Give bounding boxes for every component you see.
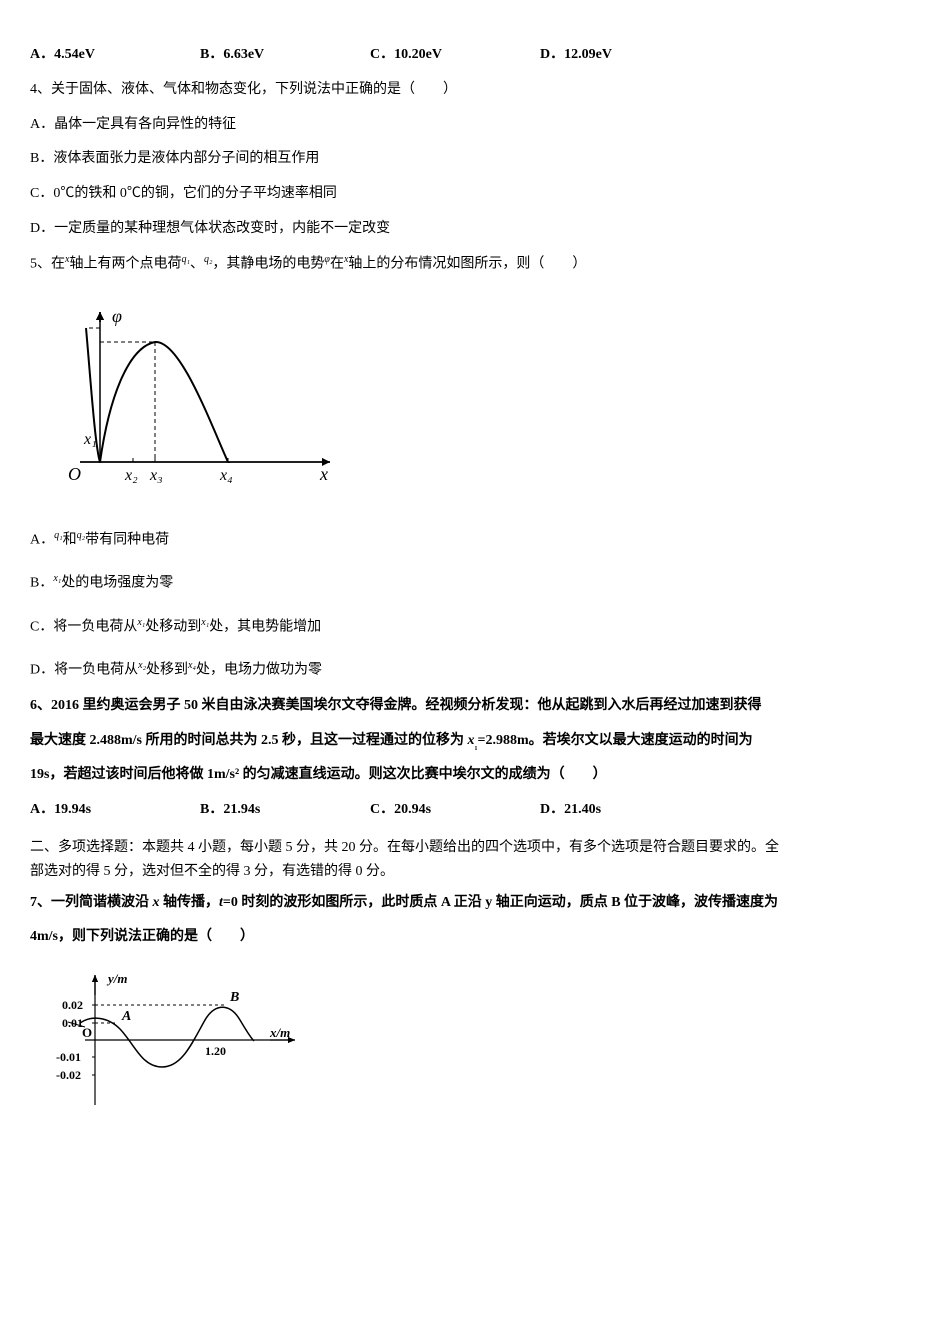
phi-label: φ (112, 306, 122, 326)
q6-l2d: =2.988m。若埃尔文以最大速度运动的时间为 (478, 733, 753, 748)
q5-stem-c: 、 (190, 256, 204, 271)
q6-line2: 最大速度 2.488m/s 所用的时间总共为 2.5 秒，且这一过程通过的位移为… (30, 726, 920, 757)
q4-opt-b: B．液体表面张力是液体内部分子间的相互作用 (30, 144, 920, 175)
q5d-mid: 处移到 (146, 663, 188, 678)
q4-opt-d: D．一定质量的某种理想气体状态改变时，内能不一定改变 (30, 214, 920, 245)
q6-l2b: x (468, 733, 475, 748)
O-label: O (82, 1025, 92, 1040)
q7: 7、一列简谐横波沿 x 轴传播，t=0 时刻的波形如图所示，此时质点 A 正沿 … (30, 888, 920, 1128)
q5-q1sym: q₁ (181, 254, 189, 265)
q3-opt-a: A．4.54eV (30, 40, 200, 71)
mask2 (80, 322, 340, 472)
q7-stem: 7、一列简谐横波沿 x 轴传播，t=0 时刻的波形如图所示，此时质点 A 正沿 … (30, 888, 920, 919)
tn001: -0.01 (56, 1050, 81, 1064)
q7se: =0 时刻的波形如图所示，此时质点 A 正沿 y 轴正向运动，质点 B 位于波峰… (223, 895, 778, 910)
q4: 4、关于固体、液体、气体和物态变化，下列说法中正确的是（ ） A．晶体一定具有各… (30, 75, 920, 245)
q5-svg: φ O x₁ x₂ x₃ x₄ x (30, 292, 350, 492)
q3-opt-b: B．6.63eV (200, 40, 370, 71)
q6-opt-c: C．20.94s (370, 795, 540, 826)
q7sa: 7、一列简谐横波沿 (30, 895, 153, 910)
q5d-x4: x₄ (188, 660, 196, 671)
ylabel: y/m (106, 971, 128, 986)
q6-line3: 19s，若超过该时间后他将做 1m/s² 的匀减速直线运动。则这次比赛中埃尔文的… (30, 760, 920, 791)
x3-label: x₃ (149, 467, 163, 484)
q4-opt-a: A．晶体一定具有各向异性的特征 (30, 110, 920, 141)
q5-figure: φ O x₁ x₂ x₃ x₄ x (30, 292, 920, 505)
q6: 6、2016 里约奥运会男子 50 米自由泳决赛美国埃尔文夺得金牌。经视频分析发… (30, 691, 920, 826)
A-label: A (121, 1009, 131, 1024)
q6-options: A．19.94s B．21.94s C．20.94s D．21.40s (30, 795, 920, 826)
t120: 1.20 (205, 1044, 226, 1058)
q5b-pre: B． (30, 576, 53, 591)
q5a-suf: 带有同种电荷 (85, 533, 169, 548)
q5-stem-a: 5、在 (30, 256, 65, 271)
q7-mask2 (60, 995, 270, 1105)
q5a-mid: 和 (63, 533, 77, 548)
q7-figure: y/m x/m O 0.02 0.01 -0.01 -0.02 1.20 A B (30, 965, 920, 1128)
q3-options: A．4.54eV B．6.63eV C．10.20eV D．12.09eV (30, 40, 920, 71)
q5-opt-a: A．q₁和q₂带有同种电荷 (30, 525, 920, 556)
q6-opt-b: B．21.94s (200, 795, 370, 826)
q5c-suf: 处，其电势能增加 (209, 620, 321, 635)
q5a-pre: A． (30, 533, 54, 548)
q6-opt-a: A．19.94s (30, 795, 200, 826)
q5-stem-f: 轴上的分布情况如图所示，则（ ） (348, 256, 586, 271)
q5: 5、在x轴上有两个点电荷q₁、q₂，其静电场的电势φ在x轴上的分布情况如图所示，… (30, 249, 920, 687)
t002: 0.02 (62, 998, 83, 1012)
q5d-x2: x₂ (138, 660, 146, 671)
q5a-q2: q₂ (77, 530, 85, 541)
tn002: -0.02 (56, 1068, 81, 1082)
xlabel: x/m (269, 1025, 290, 1040)
q5d-suf: 处，电场力做功为零 (196, 663, 322, 678)
O-label: O (68, 464, 81, 484)
q5b-suf: 处的电场强度为零 (61, 576, 173, 591)
q7sc: 轴传播， (160, 895, 220, 910)
x2-label: x₂ (124, 467, 138, 484)
q5-opt-c: C．将一负电荷从x₁处移动到x₁处，其电势能增加 (30, 612, 920, 643)
section2: 二、多项选择题：本题共 4 小题，每小题 5 分，共 20 分。在每小题给出的四… (30, 836, 920, 884)
x1-label: x₁ (83, 431, 97, 448)
q6-line1: 6、2016 里约奥运会男子 50 米自由泳决赛美国埃尔文夺得金牌。经视频分析发… (30, 691, 920, 722)
q6-l2a: 最大速度 2.488m/s 所用的时间总共为 2.5 秒，且这一过程通过的位移为 (30, 733, 468, 748)
q3-opt-d: D．12.09eV (540, 40, 710, 71)
q5-stem-b: 轴上有两个点电荷 (69, 256, 181, 271)
B-label: B (229, 990, 239, 1005)
q5c-mid: 处移动到 (145, 620, 201, 635)
q5a-q1: q₁ (54, 530, 62, 541)
q5-stem: 5、在x轴上有两个点电荷q₁、q₂，其静电场的电势φ在x轴上的分布情况如图所示，… (30, 249, 920, 280)
q5-opt-d: D．将一负电荷从x₂处移到x₄处，电场力做功为零 (30, 655, 920, 686)
x-label: x (319, 464, 328, 484)
q4-opt-c: C．0℃的铁和 0℃的铜，它们的分子平均速率相同 (30, 179, 920, 210)
q5c-x1b: x₁ (201, 617, 209, 628)
q7-yarrow3 (92, 975, 98, 982)
x4-label: x₄ (219, 467, 233, 484)
q5d-pre: D．将一负电荷从 (30, 663, 138, 678)
q7-svg: y/m x/m O 0.02 0.01 -0.01 -0.02 1.20 A B (30, 965, 310, 1115)
q7-line2: 4m/s，则下列说法正确的是（ ） (30, 922, 920, 953)
q6-opt-d: D．21.40s (540, 795, 710, 826)
q5-stem-e: 在 (330, 256, 344, 271)
section2-line2: 部选对的得 5 分，选对但不全的得 3 分，有选错的得 0 分。 (30, 860, 920, 884)
q7sb: x (153, 895, 160, 910)
q5-opt-b: B．x₁处的电场强度为零 (30, 568, 920, 599)
section2-line1: 二、多项选择题：本题共 4 小题，每小题 5 分，共 20 分。在每小题给出的四… (30, 836, 920, 860)
q3-opt-c: C．10.20eV (370, 40, 540, 71)
q5-stem-d: ，其静电场的电势 (212, 256, 324, 271)
y-arrow4 (96, 312, 104, 320)
q5c-pre: C．将一负电荷从 (30, 620, 137, 635)
q4-stem: 4、关于固体、液体、气体和物态变化，下列说法中正确的是（ ） (30, 75, 920, 106)
below-mask2 (80, 463, 340, 492)
